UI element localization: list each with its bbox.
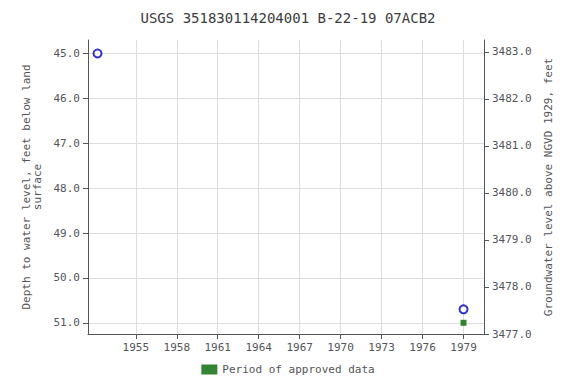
svg-text:51.0: 51.0	[54, 316, 81, 329]
svg-text:1976: 1976	[409, 341, 436, 354]
svg-text:1979: 1979	[450, 341, 477, 354]
svg-text:3481.0: 3481.0	[492, 139, 532, 152]
svg-text:Depth to water level, feet bel: Depth to water level, feet below land	[19, 64, 33, 310]
svg-text:Period of approved data: Period of approved data	[222, 363, 374, 376]
svg-text:surface: surface	[31, 164, 44, 210]
svg-text:USGS 351830114204001 B-22-19 0: USGS 351830114204001 B-22-19 07ACB2	[140, 10, 435, 26]
svg-text:1961: 1961	[204, 341, 231, 354]
svg-text:1964: 1964	[245, 341, 272, 354]
svg-text:1967: 1967	[286, 341, 313, 354]
svg-text:49.0: 49.0	[54, 227, 81, 240]
svg-text:47.0: 47.0	[54, 137, 81, 150]
svg-text:46.0: 46.0	[54, 92, 81, 105]
svg-text:3478.0: 3478.0	[492, 280, 532, 293]
svg-text:3483.0: 3483.0	[492, 45, 532, 58]
svg-text:45.0: 45.0	[54, 47, 81, 60]
svg-text:1970: 1970	[327, 341, 354, 354]
svg-text:3480.0: 3480.0	[492, 186, 532, 199]
svg-text:1955: 1955	[123, 341, 150, 354]
svg-text:Groundwater level above NGVD 1: Groundwater level above NGVD 1929, feet	[542, 58, 555, 316]
svg-text:1958: 1958	[164, 341, 191, 354]
svg-text:3477.0: 3477.0	[492, 328, 532, 341]
svg-text:50.0: 50.0	[54, 271, 81, 284]
svg-text:1973: 1973	[368, 341, 395, 354]
svg-text:48.0: 48.0	[54, 182, 81, 195]
svg-text:3479.0: 3479.0	[492, 233, 532, 246]
svg-text:3482.0: 3482.0	[492, 92, 532, 105]
